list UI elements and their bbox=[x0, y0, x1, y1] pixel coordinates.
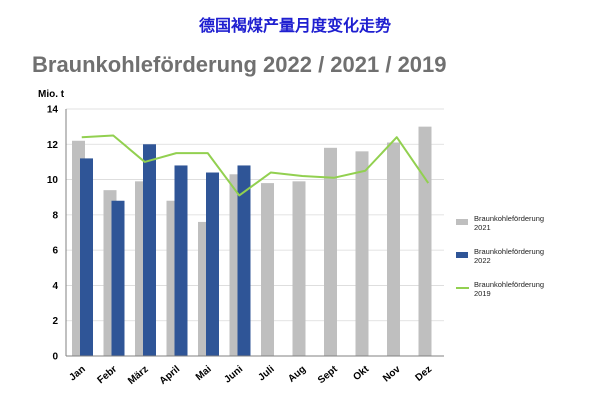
x-tick-label: Aug bbox=[286, 364, 308, 385]
legend-label: Braunkohleförderung bbox=[474, 280, 544, 289]
y-tick-label: 0 bbox=[52, 352, 58, 363]
x-tick-label: Okt bbox=[351, 363, 371, 383]
bar-2022-März bbox=[143, 144, 156, 356]
legend-label-year: 2022 bbox=[474, 256, 491, 265]
bar-2021-Nov bbox=[387, 142, 400, 356]
bar-2021-Okt bbox=[355, 151, 369, 356]
x-tick-label: Juli bbox=[256, 364, 276, 384]
line-2019 bbox=[81, 134, 430, 197]
y-tick-label: 12 bbox=[47, 140, 59, 151]
x-tick-label: Jan bbox=[67, 364, 87, 384]
y-axis-unit-label: Mio. t bbox=[38, 89, 65, 100]
bar-2022-Jan bbox=[80, 158, 93, 356]
bar-2022-Febr bbox=[111, 200, 125, 356]
legend: Braunkohleförderung2021Braunkohleförderu… bbox=[456, 214, 544, 298]
legend-swatch bbox=[456, 252, 468, 258]
x-tick-label: Sept bbox=[316, 363, 340, 386]
gridlines bbox=[66, 108, 444, 322]
bar-2021-Sept bbox=[324, 147, 337, 356]
line-series bbox=[81, 134, 430, 197]
bar-2021-Aug bbox=[292, 181, 306, 356]
x-tick-label: April bbox=[158, 364, 183, 387]
bar-2022-Mai bbox=[206, 172, 219, 356]
x-tick-label: März bbox=[126, 364, 151, 387]
legend-label: Braunkohleförderung bbox=[474, 247, 544, 256]
x-tick-label: Febr bbox=[96, 364, 120, 386]
y-tick-label: 8 bbox=[52, 210, 58, 221]
x-tick-label: Mai bbox=[194, 364, 214, 383]
y-tick-label: 2 bbox=[52, 316, 58, 327]
page-header: 德国褐煤产量月度变化走势 bbox=[198, 16, 391, 35]
bar-2022-April bbox=[174, 165, 188, 356]
x-tick-label: Dez bbox=[413, 364, 434, 384]
chart-title: Braunkohleförderung 2022 / 2021 / 2019 bbox=[32, 52, 447, 77]
legend-label: Braunkohleförderung bbox=[474, 214, 544, 223]
y-tick-label: 10 bbox=[47, 175, 59, 186]
bars bbox=[72, 126, 432, 357]
bar-2021-Dez bbox=[418, 126, 432, 357]
y-tick-label: 14 bbox=[47, 105, 59, 116]
bar-2022-Juni bbox=[237, 165, 251, 356]
y-tick-label: 4 bbox=[52, 281, 58, 292]
legend-label-year: 2021 bbox=[474, 223, 491, 232]
x-tick-label: Juni bbox=[222, 364, 245, 386]
x-tick-label: Nov bbox=[381, 364, 403, 385]
legend-label-year: 2019 bbox=[474, 289, 491, 298]
bar-2021-Juli bbox=[261, 183, 274, 356]
legend-swatch bbox=[456, 219, 468, 225]
y-tick-label: 6 bbox=[52, 246, 58, 257]
